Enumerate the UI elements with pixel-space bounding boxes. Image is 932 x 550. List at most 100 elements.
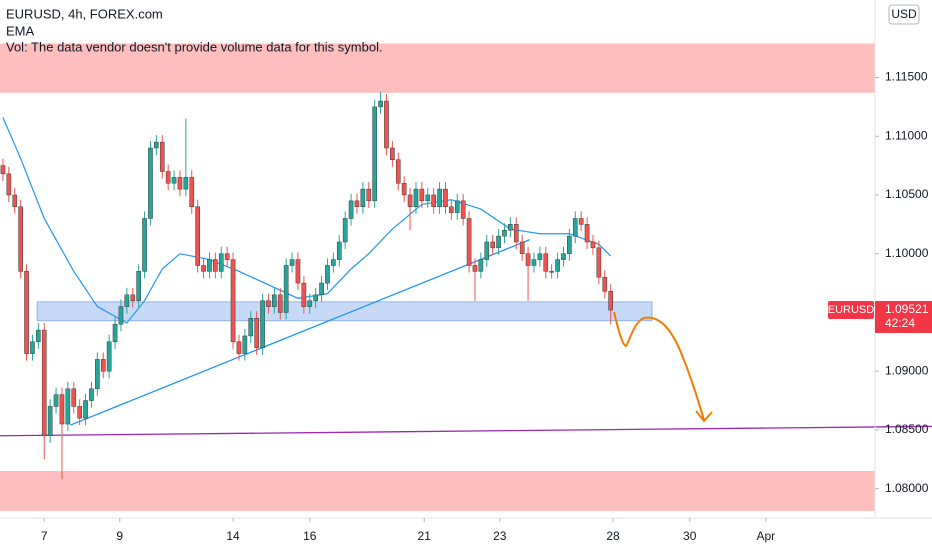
candle-body [83,400,88,419]
candle-body [537,253,543,260]
candle-body [425,194,431,202]
plot [0,91,932,480]
candle-body [584,224,590,243]
candle-body [531,259,537,266]
candle-body [572,218,578,237]
candle-body [100,359,106,372]
countdown-label: 42:24 [885,316,915,330]
y-tick-label: 1.08500 [885,422,929,436]
candle-body [490,241,495,249]
candle-body [272,294,277,307]
chart-title: EURUSD, 4h, FOREX.com [6,6,163,21]
candle-body [336,241,342,260]
candle-body [401,182,407,196]
candle-body [395,159,401,184]
y-tick-label: 1.10500 [885,187,929,201]
candle-body [508,224,513,231]
candle-body [549,271,554,273]
candle-body [496,235,501,249]
candle-body [390,147,395,160]
candle-body [348,200,354,219]
candle-body [30,341,35,354]
candle-body [608,291,613,311]
candle-body [319,282,324,296]
candle-body [136,271,141,301]
candle-body [112,323,118,343]
candle-body [230,259,236,343]
candle-body [283,265,289,313]
candle-body [224,253,230,260]
candle-body [331,259,336,266]
candle-body [260,300,265,348]
candle-body [437,188,442,207]
symbol-tag [828,300,874,319]
x-tick-label: 23 [493,529,507,543]
candle-body [248,318,254,337]
candle-body [295,259,301,284]
candle-body [130,294,136,301]
candle-body [142,218,147,272]
zone [0,43,875,93]
projection-curve [613,311,705,421]
candle-body [484,241,490,260]
candle-body [242,335,248,354]
candle-body [24,271,29,354]
candle-body [466,218,472,266]
candle-body [454,200,460,213]
candle-body [325,265,330,284]
candle-body [266,300,271,307]
candle-body [189,177,195,207]
candle-body [41,329,47,437]
y-tick-label: 1.11500 [885,70,928,84]
candle-body [372,106,377,202]
candle-body [443,188,448,207]
candle-body [254,318,259,348]
candle-body [289,259,295,266]
candle-body [407,194,413,207]
candle-body [307,300,313,307]
candle-body [277,294,283,313]
y-tick-label: 1.08000 [885,481,929,495]
currency-label[interactable]: USD [891,7,917,21]
candle-body [596,247,602,278]
candle-body [602,276,608,292]
x-tick-label: 14 [226,529,240,543]
candle-body [207,259,212,272]
candle-body [148,147,153,219]
projection-arrow [695,410,713,423]
price-tag [875,300,932,333]
candle-body [195,206,200,266]
candle-body [513,224,519,243]
y-tick-label: 1.09000 [885,363,929,377]
candle-body [154,141,159,149]
candle-body [159,141,165,172]
candle-body [525,253,531,266]
trend-line [0,425,932,437]
candle-body [59,394,65,425]
candle-body [118,306,124,325]
symbol-tag-label: EURUSD [828,304,875,316]
candle-body [354,200,360,207]
zones [0,43,875,511]
candle-body [89,388,94,401]
candle-body [313,294,318,301]
currency-box[interactable] [888,4,920,25]
candle-body [71,388,77,407]
candle-body [218,253,224,272]
candle-body [567,235,572,254]
candle-body [183,177,189,190]
candle-body [413,188,419,207]
candle-body [472,265,478,272]
candle-body [460,200,466,219]
candle-body [36,329,41,343]
candle-body [77,406,82,419]
candle-body [236,341,242,354]
trend-line [69,239,531,426]
zone [36,301,653,322]
candle-body [419,188,425,202]
candle-body [177,177,183,190]
x-tick-label: 28 [606,529,620,543]
x-tick-label: 21 [418,529,432,543]
candle-body [360,188,366,207]
candle-body [543,253,549,272]
